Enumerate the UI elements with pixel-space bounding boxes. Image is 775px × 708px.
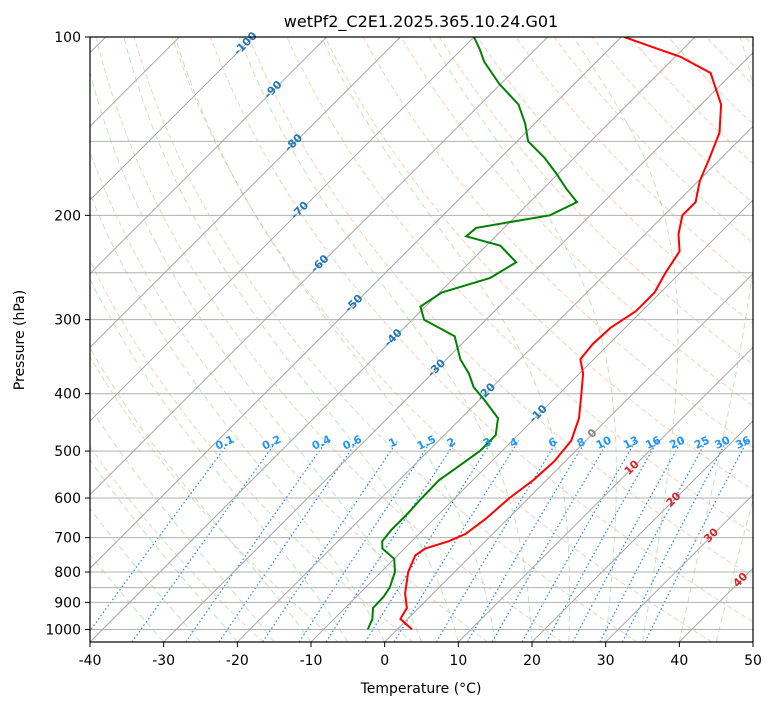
moist-adiabat (715, 497, 753, 642)
isotherm-line (90, 37, 401, 349)
x-tick-label: -20 (226, 653, 249, 669)
mixing-ratio-line (393, 440, 520, 642)
y-tick-label: 900 (54, 595, 81, 611)
mixing-ratio-lines (90, 440, 748, 642)
temperature-line (399, 37, 723, 631)
isotherm-line (163, 51, 753, 642)
mixing-ratio-line (131, 440, 278, 642)
dry-adiabat (400, 37, 753, 407)
isotherm-line (531, 420, 753, 642)
mixing-ratio-line (599, 440, 707, 642)
plot-area (90, 37, 753, 642)
isotherms (90, 37, 753, 642)
plot-frame (89, 36, 754, 643)
moist-adiabat (238, 37, 533, 642)
moist-adiabat (90, 70, 422, 642)
dry-adiabat (90, 356, 339, 642)
y-axis-label: Pressure (hPa) (12, 290, 28, 390)
y-axis: 1000 900 800 700 600 500 400 300 200 100 (45, 30, 90, 638)
mixing-ratio-label: 20 (668, 433, 688, 451)
mixing-ratio-line (521, 440, 637, 642)
mixing-ratio-line (298, 440, 432, 642)
moist-adiabat (90, 278, 349, 642)
mixing-ratio-line (644, 440, 748, 642)
isotherm-line (90, 37, 549, 496)
y-tick-label: 500 (54, 444, 81, 460)
x-tick-label: -40 (79, 653, 102, 669)
mixing-ratio-label: 16 (643, 433, 663, 451)
y-tick-label: 700 (54, 531, 81, 547)
isotherm-line (384, 272, 753, 642)
y-tick-label: 600 (54, 491, 81, 507)
dewpoint-line (366, 37, 579, 630)
moist-adiabat (123, 37, 459, 642)
dry-adiabat (286, 37, 753, 534)
mixing-ratio-line (218, 440, 358, 642)
isotherm-line (90, 37, 475, 422)
dry-adiabat (591, 37, 753, 204)
mixing-ratio-line (435, 440, 558, 642)
dry-adiabat (95, 37, 563, 642)
x-tick-label: -10 (300, 653, 323, 669)
isotherm-line (310, 199, 753, 642)
isotherm-line (90, 37, 696, 642)
moist-adiabat (174, 37, 496, 642)
isotherm-line (90, 37, 328, 275)
isotherm-line (457, 346, 753, 642)
moist-adiabat (678, 37, 753, 642)
mixing-ratio-line (262, 440, 399, 642)
mixing-ratio-label: 10 (594, 433, 614, 451)
chart-title: wetPf2_C2E1.2025.365.10.24.G01 (284, 12, 558, 32)
mixing-ratio-line (466, 440, 587, 642)
dry-adiabat (210, 37, 753, 623)
x-tick-label: 40 (670, 653, 688, 669)
dry-adiabat (171, 37, 712, 642)
x-tick-label: 30 (597, 653, 615, 669)
mixing-ratio-label: 36 (733, 433, 753, 451)
sounding-series (366, 37, 723, 631)
x-tick-label: 0 (380, 653, 389, 669)
moist-adiabat (90, 192, 386, 642)
isotherm-line (605, 493, 753, 642)
x-axis: -40 -30 -20 -10 0 10 20 30 40 50 (79, 642, 762, 669)
dry-adiabat (133, 37, 638, 642)
dry-adiabat (324, 37, 753, 491)
isotherm-line (236, 125, 753, 642)
mixing-ratio-line (90, 440, 231, 632)
mixing-ratio-label: 13 (621, 434, 640, 452)
dry-adiabat (90, 259, 414, 642)
dry-adiabat (553, 37, 753, 244)
x-axis-label: Temperature (°C) (360, 681, 482, 697)
x-tick-label: 50 (744, 653, 762, 669)
y-tick-label: 200 (54, 208, 81, 224)
x-tick-label: 20 (523, 653, 541, 669)
dry-adiabat (248, 37, 753, 578)
moist-adiabat (572, 37, 679, 642)
mixing-ratio-line (185, 440, 328, 642)
y-tick-label: 300 (54, 313, 81, 329)
moist-adiabat (90, 459, 238, 642)
x-tick-label: 10 (449, 653, 467, 669)
x-tick-label: -30 (152, 653, 175, 669)
dry-adiabat (477, 37, 753, 325)
isotherm-line (90, 37, 622, 570)
y-tick-label: 800 (54, 565, 81, 581)
mixing-ratio-line (491, 440, 609, 642)
mixing-ratio-label: 25 (692, 434, 711, 452)
dry-adiabat (438, 37, 753, 365)
y-tick-label: 100 (54, 30, 81, 46)
mixing-ratio-label: 30 (713, 433, 733, 451)
y-tick-label: 1000 (45, 622, 81, 638)
isobars (90, 37, 753, 630)
y-tick-label: 400 (54, 387, 81, 403)
dry-adiabat (90, 150, 488, 642)
moist-adiabat (428, 37, 617, 642)
isotherm-line (90, 37, 254, 201)
